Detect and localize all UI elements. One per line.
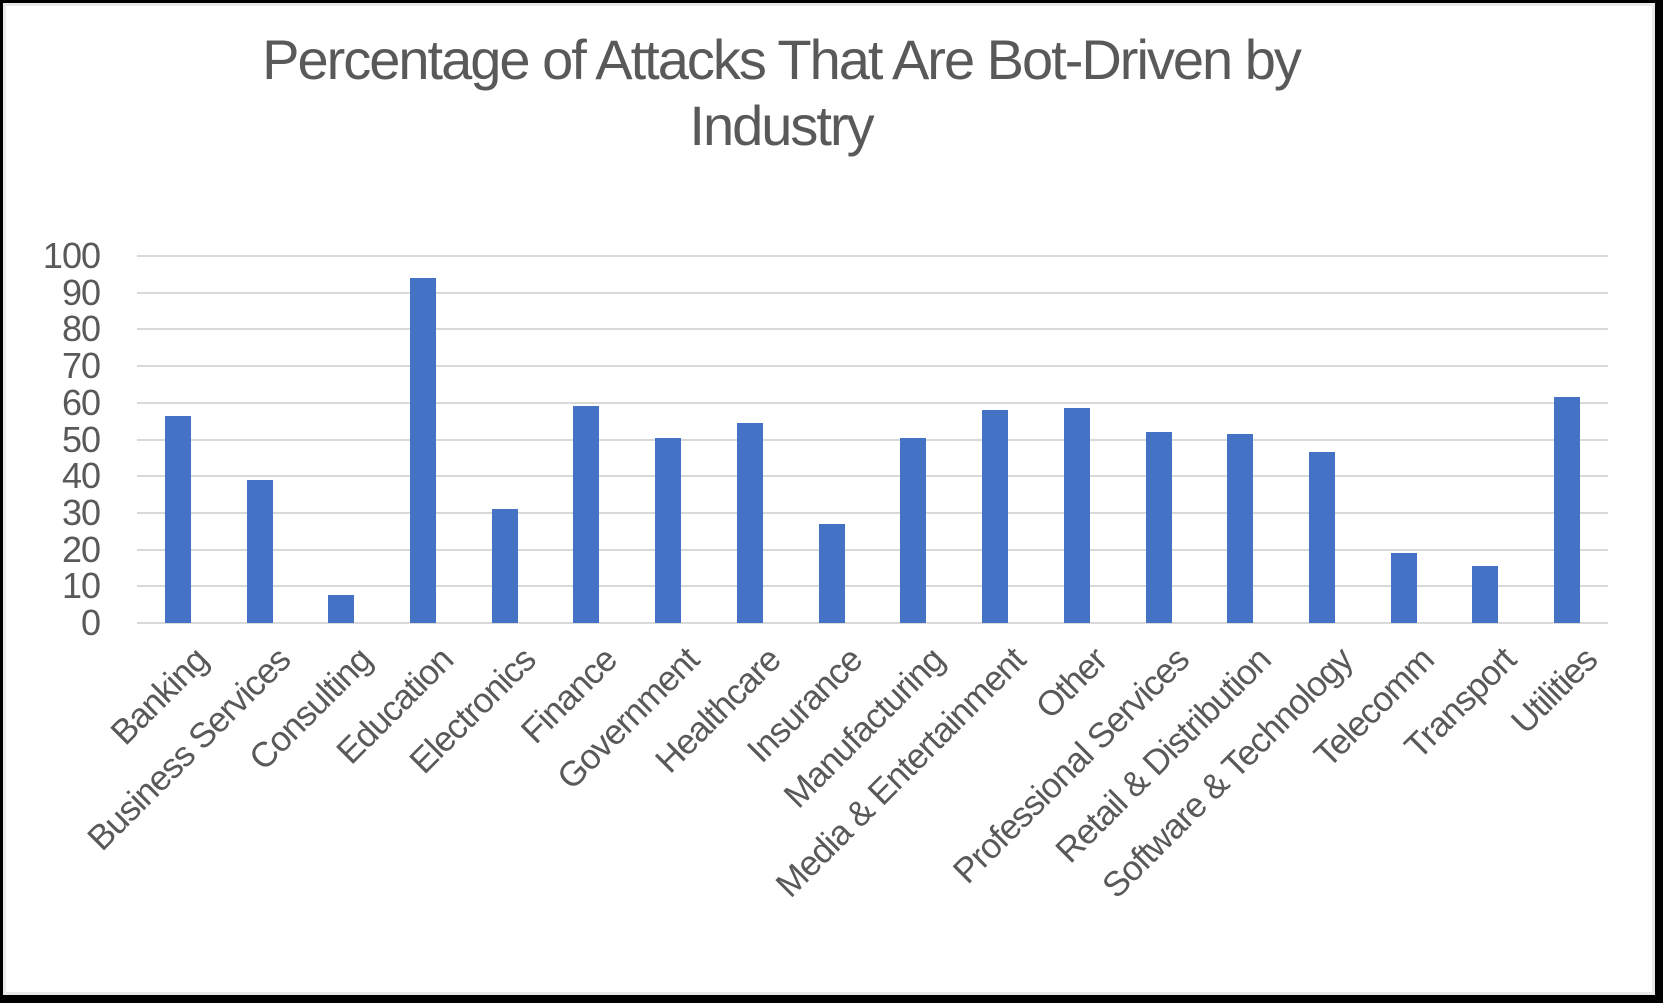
bar-media-entertainment (982, 410, 1009, 623)
bar-software-technology (1308, 452, 1335, 623)
y-axis-tick-label: 100 (42, 235, 101, 276)
y-axis-tick-label: 0 (80, 602, 101, 643)
bar-professional-services (1145, 432, 1172, 623)
bar-finance (573, 406, 600, 623)
bar-business-services (246, 479, 273, 623)
bar-utilities (1554, 397, 1581, 623)
gridline-30 (137, 511, 1608, 514)
bar-retail-distribution (1227, 434, 1254, 623)
y-axis-tick-label: 60 (61, 381, 101, 423)
chart-title-line-2: Industry (689, 94, 874, 157)
y-axis-tick-label: 20 (61, 528, 101, 570)
bar-transport (1472, 566, 1499, 623)
plot-area (137, 255, 1608, 624)
gridline-20 (137, 548, 1608, 551)
y-axis-tick-label: 30 (61, 491, 101, 533)
bar-consulting (328, 595, 355, 623)
bar-electronics (491, 509, 518, 623)
gridline-90 (137, 291, 1608, 294)
y-axis-tick-label: 80 (61, 308, 101, 350)
gridline-10 (137, 585, 1608, 588)
y-axis-tick-label: 40 (61, 455, 101, 497)
y-axis-tick-label: 90 (61, 271, 101, 313)
gridline-60 (137, 401, 1608, 404)
gridline-50 (137, 438, 1608, 441)
bar-banking (164, 415, 191, 623)
chart-title: Percentage of Attacks That Are Bot-Drive… (3, 27, 1559, 159)
gridline-0 (137, 622, 1608, 624)
bar-education (410, 278, 437, 623)
y-axis-tick-label: 50 (61, 418, 101, 460)
x-axis-category-label: Utilities (1504, 640, 1606, 742)
y-axis-tick-label: 70 (61, 345, 101, 387)
gridline-80 (137, 328, 1608, 331)
gridline-100 (137, 255, 1608, 257)
bar-government (655, 437, 682, 623)
bar-manufacturing (900, 437, 927, 623)
bar-healthcare (736, 423, 763, 623)
bar-telecomm (1390, 553, 1417, 623)
gridline-40 (137, 475, 1608, 478)
gridline-70 (137, 365, 1608, 368)
bar-other (1063, 408, 1090, 623)
chart-title-line-1: Percentage of Attacks That Are Bot-Drive… (262, 28, 1302, 91)
y-axis-tick-label: 10 (61, 565, 101, 607)
bar-insurance (818, 523, 845, 623)
